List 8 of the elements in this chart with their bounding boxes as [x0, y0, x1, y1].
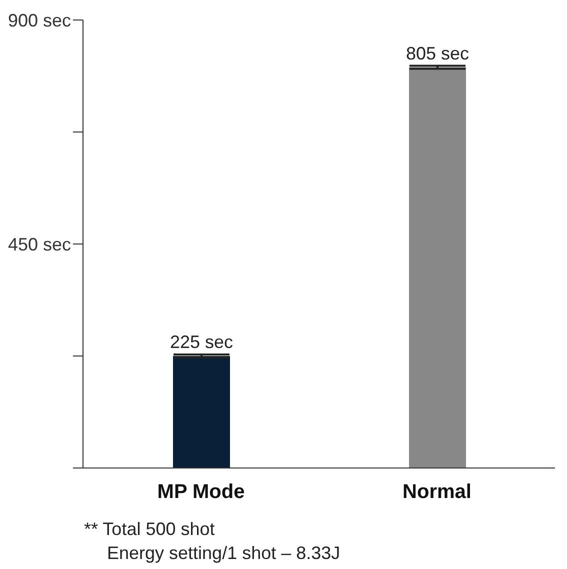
- x-tick-label: MP Mode: [157, 481, 245, 504]
- y-tick-label: 450 sec: [8, 234, 71, 254]
- y-tick-label: 900 sec: [8, 10, 71, 30]
- data-label: 225 sec: [170, 332, 234, 352]
- x-tick-label: Normal: [402, 481, 472, 504]
- footnote: ** Total 500 shot: [84, 518, 216, 541]
- footnote: Energy setting/1 shot – 8.33J: [106, 542, 342, 565]
- data-label: 805 sec: [406, 43, 470, 64]
